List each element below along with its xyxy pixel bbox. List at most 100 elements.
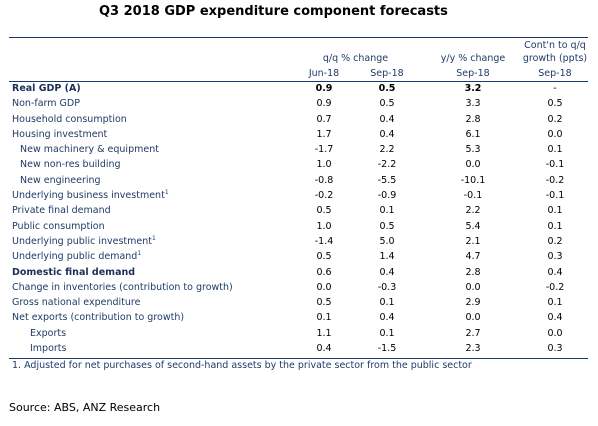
table-row: Underlying public investment1 -1.4 5.0 2.1 0… [9,235,588,250]
table-row: Imports 0.4 -1.5 2.3 0.3 [9,342,588,357]
row-label-text: Real GDP (A) [12,83,81,94]
cell-jun: 0.9 [315,83,333,94]
cell-contrib: 0.0 [547,327,563,339]
row-label: Exports [30,328,66,339]
row-label-text: Underlying business investment [12,190,165,202]
cell-sep-yy: -10.1 [460,174,486,186]
table-body: Real GDP (A) 0.9 0.5 3.2 - Non-farm GDP 0.9 0.5… [9,82,588,357]
cell-sep-yy: 3.3 [465,98,481,110]
row-label-text: Private final demand [12,205,111,217]
table-row: New non-res building 1.0 -2.2 0.0 -0.1 [9,158,588,173]
cell-jun: 1.1 [316,327,332,339]
footnote-marker: 1 [151,234,156,242]
header-contrib-line2: growth (ppts) [522,53,588,64]
cell-sep-yy: 5.3 [465,144,481,156]
row-label: Domestic final demand [12,267,135,278]
cell-sep-qq: 0.4 [379,113,395,125]
cell-jun: 1.0 [316,159,332,171]
cell-sep-yy: 6.1 [465,128,481,140]
cell-sep-qq: 0.5 [379,220,395,232]
cell-sep-yy: 3.2 [464,83,482,94]
table-row: Private final demand 0.5 0.1 2.2 0.1 [9,204,588,219]
row-label: Underlying public demand1 [12,251,141,263]
row-label-text: Domestic final demand [12,266,136,278]
cell-sep-yy: 2.7 [465,327,481,339]
row-label: Real GDP (A) [12,83,81,94]
cell-jun: -0.8 [314,174,334,186]
cell-contrib: 0.1 [547,220,563,232]
table-row: Household consumption 0.7 0.4 2.8 0.2 [9,113,588,128]
cell-contrib: 0.3 [547,251,563,263]
cell-sep-yy: 2.2 [465,205,481,217]
cell-contrib: 0.2 [547,235,563,247]
cell-sep-qq: 0.5 [378,83,396,94]
cell-sep-qq: -5.5 [377,174,397,186]
header-col-sep-yy: Sep-18 [456,68,490,79]
footnote-marker: 1 [164,188,169,196]
row-label-text: Underlying public demand [12,251,138,263]
header-yy-group: y/y % change [440,53,506,64]
row-label: Non-farm GDP [12,98,80,109]
table-top-rule [9,37,588,38]
cell-sep-yy: 4.7 [465,251,481,263]
row-label-text: Housing investment [12,128,108,140]
row-label: Public consumption [12,221,105,232]
forecast-table: q/q % change y/y % change Cont'n to q/q … [9,37,588,360]
cell-contrib: 0.1 [547,144,563,156]
table-footnote: 1. Adjusted for net purchases of second-… [12,360,472,371]
cell-sep-qq: 0.4 [379,266,395,278]
cell-contrib: 0.3 [547,343,563,355]
table-row: Change in inventories (contribution to g… [9,281,588,296]
cell-jun: -1.7 [314,144,334,156]
cell-jun: 0.5 [316,251,332,263]
cell-sep-yy: 2.8 [465,113,481,125]
table-row: Housing investment 1.7 0.4 6.1 0.0 [9,128,588,143]
row-label-text: Net exports (contribution to growth) [12,312,185,324]
header-contrib-line1: Cont'n to q/q [524,40,586,51]
header-col-sep-qq: Sep-18 [370,68,404,79]
row-label-text: New non-res building [20,159,121,171]
table-row: Exports 1.1 0.1 2.7 0.0 [9,327,588,342]
cell-jun: 0.0 [316,281,332,293]
row-label: New engineering [20,175,101,186]
cell-contrib: 0.2 [547,113,563,125]
cell-jun: 1.7 [316,128,332,140]
row-label-text: Change in inventories (contribution to g… [12,281,233,293]
row-label: Imports [30,343,66,354]
table-row: Public consumption 1.0 0.5 5.4 0.1 [9,220,588,235]
cell-sep-qq: -0.9 [377,190,397,202]
table-row: New machinery & equipment -1.7 2.2 5.3 0.1 [9,143,588,158]
cell-sep-qq: 1.4 [379,251,395,263]
cell-sep-qq: 0.4 [379,312,395,324]
row-label-text: Non-farm GDP [12,98,80,110]
table-bottom-rule [9,358,588,360]
table-row: Gross national expenditure 0.5 0.1 2.9 0.1 [9,296,588,311]
cell-sep-qq: 0.5 [379,98,395,110]
row-label: Private final demand [12,205,111,216]
cell-sep-qq: 0.1 [379,297,395,309]
cell-jun: -0.2 [314,190,334,202]
source-note: Source: ABS, ANZ Research [9,401,161,414]
cell-sep-qq: 5.0 [379,235,395,247]
cell-sep-yy: 0.0 [465,312,481,324]
row-label: Underlying business investment1 [12,188,169,202]
row-label: Housing investment [12,129,107,140]
row-label-text: Exports [30,327,67,339]
table-row: New engineering -0.8 -5.5 -10.1 -0.2 [9,174,588,189]
header-qq-group: q/q % change [322,53,389,64]
cell-jun: -1.4 [314,235,334,247]
cell-jun: 0.7 [316,113,332,125]
row-label: Net exports (contribution to growth) [12,312,184,323]
cell-sep-yy: 5.4 [465,220,481,232]
cell-sep-yy: 0.0 [465,159,481,171]
cell-sep-yy: 2.8 [465,266,481,278]
cell-sep-qq: 0.4 [379,128,395,140]
cell-jun: 0.9 [316,98,332,110]
cell-sep-yy: -0.1 [463,190,483,202]
cell-sep-yy: 2.1 [465,235,481,247]
row-label: New non-res building [20,159,121,170]
cell-jun: 0.1 [316,312,332,324]
row-label-text: New engineering [20,174,101,186]
table-row: Domestic final demand 0.6 0.4 2.8 0.4 [9,266,588,281]
cell-sep-yy: 2.3 [465,343,481,355]
